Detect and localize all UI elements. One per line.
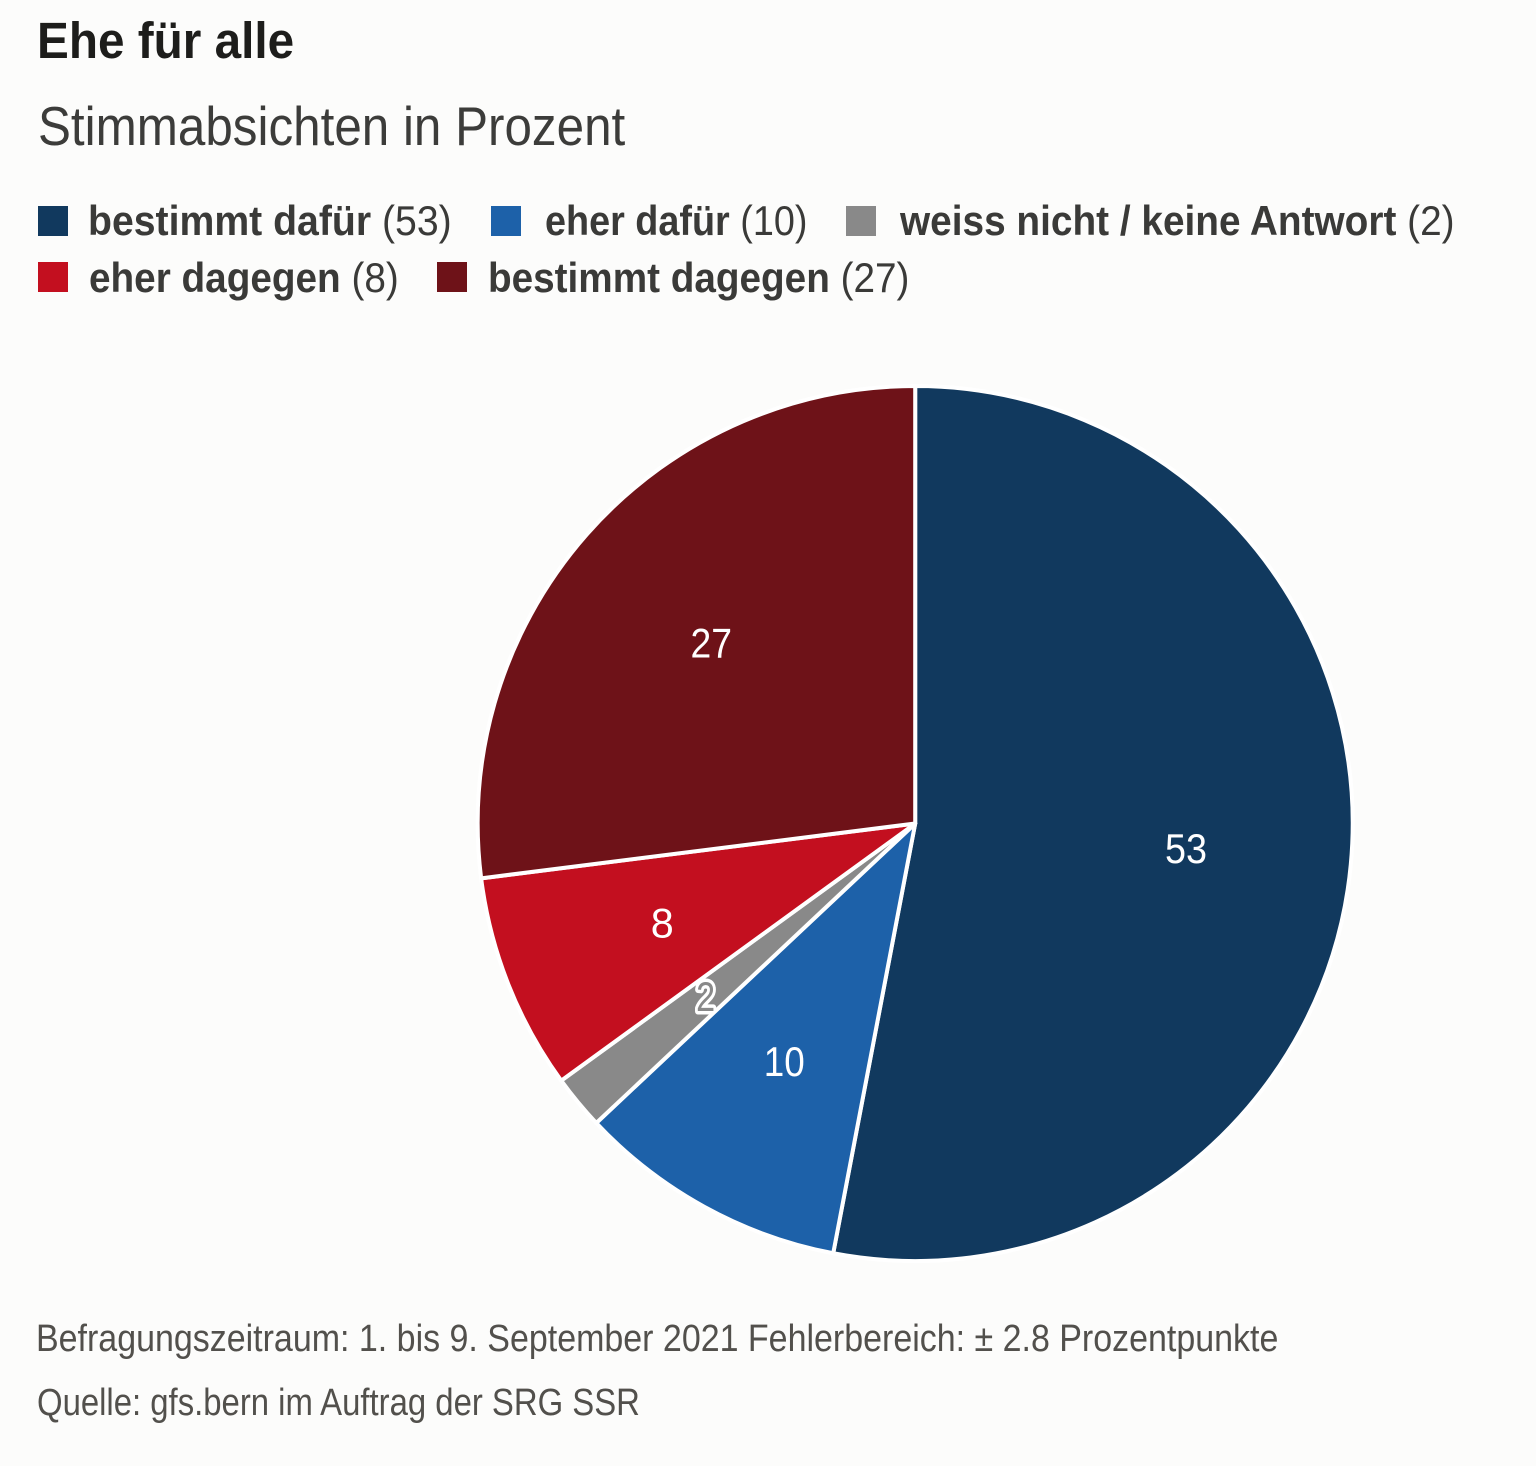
svg-text:2: 2 [696, 973, 715, 1020]
svg-text:53: 53 [1165, 825, 1207, 872]
svg-text:2: 2 [696, 973, 715, 1020]
svg-text:10: 10 [764, 1038, 805, 1085]
svg-text:8: 8 [651, 900, 674, 947]
svg-text:27: 27 [690, 620, 732, 667]
